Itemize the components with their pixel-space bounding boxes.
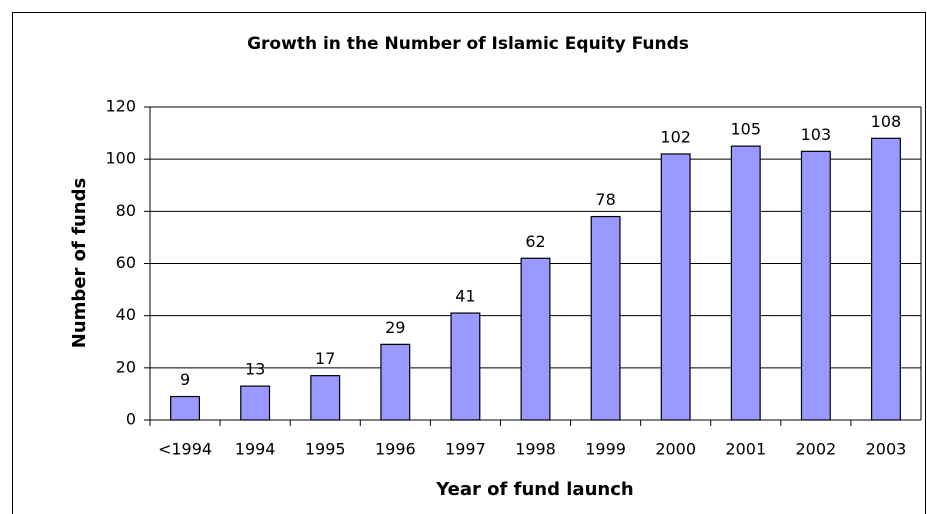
x-tick-label: 1995 xyxy=(305,440,346,459)
value-label: 108 xyxy=(871,112,902,131)
y-tick-label: 80 xyxy=(116,201,136,220)
bar xyxy=(170,395,201,421)
value-label: 102 xyxy=(660,127,691,146)
value-label: 103 xyxy=(801,125,832,144)
x-tick-label: 1998 xyxy=(515,440,556,459)
value-label: 9 xyxy=(180,370,190,389)
bar xyxy=(800,150,831,421)
value-label: 62 xyxy=(525,232,545,251)
x-tick-label: 1994 xyxy=(235,440,276,459)
y-tick-label: 60 xyxy=(116,253,136,272)
bar xyxy=(310,375,341,421)
y-tick-label: 100 xyxy=(105,149,136,168)
value-label: 78 xyxy=(595,190,615,209)
y-tick-label: 120 xyxy=(105,97,136,116)
bar xyxy=(520,257,551,421)
value-label: 17 xyxy=(315,349,335,368)
x-axis-title: Year of fund launch xyxy=(435,479,633,500)
x-tick-label: 1997 xyxy=(445,440,486,459)
x-tick-label: 2001 xyxy=(725,440,766,459)
y-tick-label: 40 xyxy=(116,305,136,324)
x-tick-label: 1996 xyxy=(375,440,416,459)
bar xyxy=(590,215,621,421)
x-tick-label: 2000 xyxy=(655,440,696,459)
y-axis-title: Number of funds xyxy=(69,178,90,348)
x-tick-label: 2003 xyxy=(866,440,907,459)
value-label: 41 xyxy=(455,287,475,306)
value-label: 29 xyxy=(385,318,405,337)
bar xyxy=(380,343,411,421)
chart-title: Growth in the Number of Islamic Equity F… xyxy=(247,34,689,54)
y-tick-label: 20 xyxy=(116,357,136,376)
bar xyxy=(730,145,761,421)
value-label: 13 xyxy=(245,360,265,379)
bar xyxy=(660,153,691,421)
x-tick-label: <1994 xyxy=(158,440,212,459)
bar xyxy=(240,385,271,421)
value-label: 105 xyxy=(730,120,761,139)
bar xyxy=(450,312,481,421)
x-tick-label: 2002 xyxy=(796,440,837,459)
bar xyxy=(870,137,901,421)
y-tick-label: 0 xyxy=(126,410,136,429)
x-tick-label: 1999 xyxy=(585,440,626,459)
